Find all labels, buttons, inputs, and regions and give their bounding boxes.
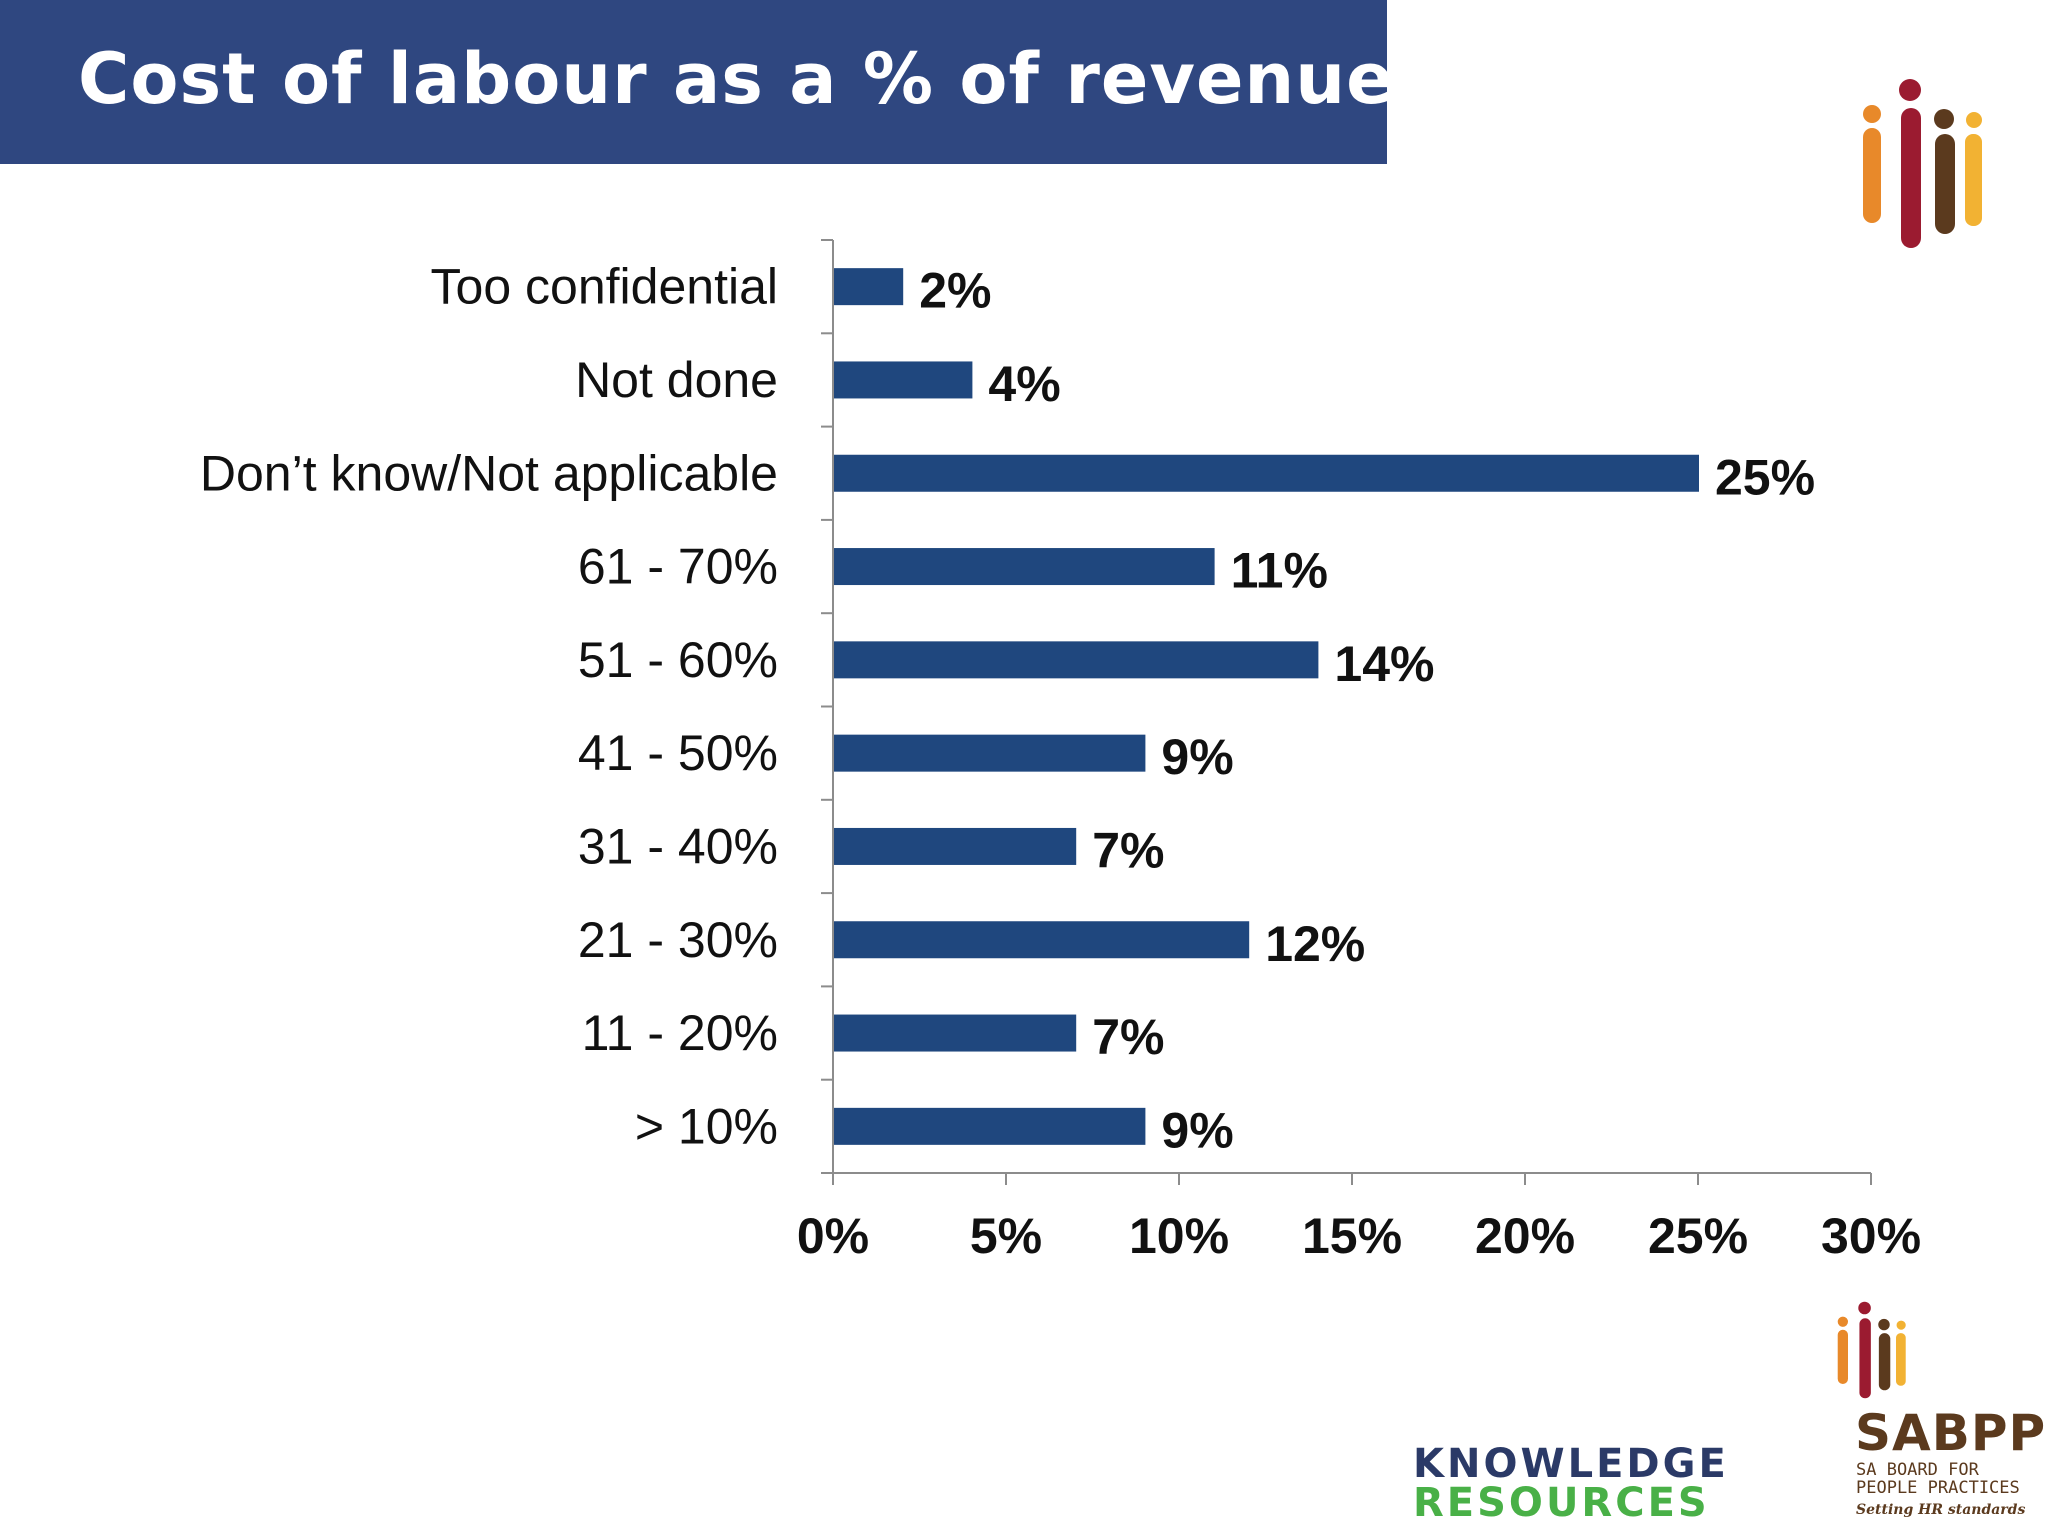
data-label: 4% [988, 356, 1060, 412]
bar [834, 1107, 1146, 1145]
data-label: 25% [1715, 449, 1815, 505]
x-tick-label: 25% [1648, 1208, 1748, 1264]
title-bar: Cost of labour as a % of revenue [0, 0, 1394, 164]
knowledge-resources-logo-line1: KNOWLEDGE [1413, 1441, 1729, 1487]
bar [834, 454, 1699, 492]
category-label: 31 - 40% [578, 818, 778, 874]
category-label: Too confidential [431, 259, 778, 315]
bar [834, 734, 1146, 772]
data-label: 11% [1231, 543, 1328, 599]
x-tick-label: 5% [970, 1208, 1042, 1264]
data-label: 14% [1334, 636, 1434, 692]
knowledge-resources-logo-line2: RESOURCES [1413, 1480, 1710, 1526]
bar [834, 827, 1077, 865]
bar [834, 548, 1215, 586]
x-tick-label: 20% [1475, 1208, 1575, 1264]
category-label: 51 - 60% [578, 632, 778, 688]
bar [834, 641, 1319, 679]
x-tick-label: 10% [1129, 1208, 1229, 1264]
category-label: 61 - 70% [578, 539, 778, 595]
category-label: 41 - 50% [578, 725, 778, 781]
category-label: 21 - 30% [578, 912, 778, 968]
category-label: Don’t know/Not applicable [200, 445, 778, 501]
data-label: 12% [1265, 916, 1365, 972]
x-tick-label: 0% [797, 1208, 869, 1264]
data-label: 9% [1161, 1102, 1233, 1158]
category-label: Not done [575, 352, 778, 408]
slide-title: Cost of labour as a % of revenue [78, 38, 1395, 120]
category-label: 11 - 20% [582, 1005, 778, 1061]
data-label: 7% [1092, 1009, 1164, 1065]
category-label: > 10% [635, 1098, 778, 1154]
sabpp-subtitle: SA BOARD FOR PEOPLE PRACTICES [1856, 1460, 2020, 1498]
bar [834, 921, 1250, 959]
data-label: 7% [1092, 822, 1164, 878]
sabpp-small-figures-icon [1837, 1301, 1906, 1399]
bar [834, 1014, 1077, 1052]
sabpp-logo-text: SABPP [1855, 1404, 2047, 1462]
x-tick-label: 30% [1821, 1208, 1921, 1264]
sabpp-figures-icon [1863, 79, 1982, 248]
data-label: 2% [919, 263, 991, 319]
bar [834, 268, 904, 306]
x-tick-label: 15% [1302, 1208, 1402, 1264]
data-label: 9% [1161, 729, 1233, 785]
bar [834, 361, 973, 399]
sabpp-tagline: Setting HR standards [1856, 1502, 2026, 1518]
